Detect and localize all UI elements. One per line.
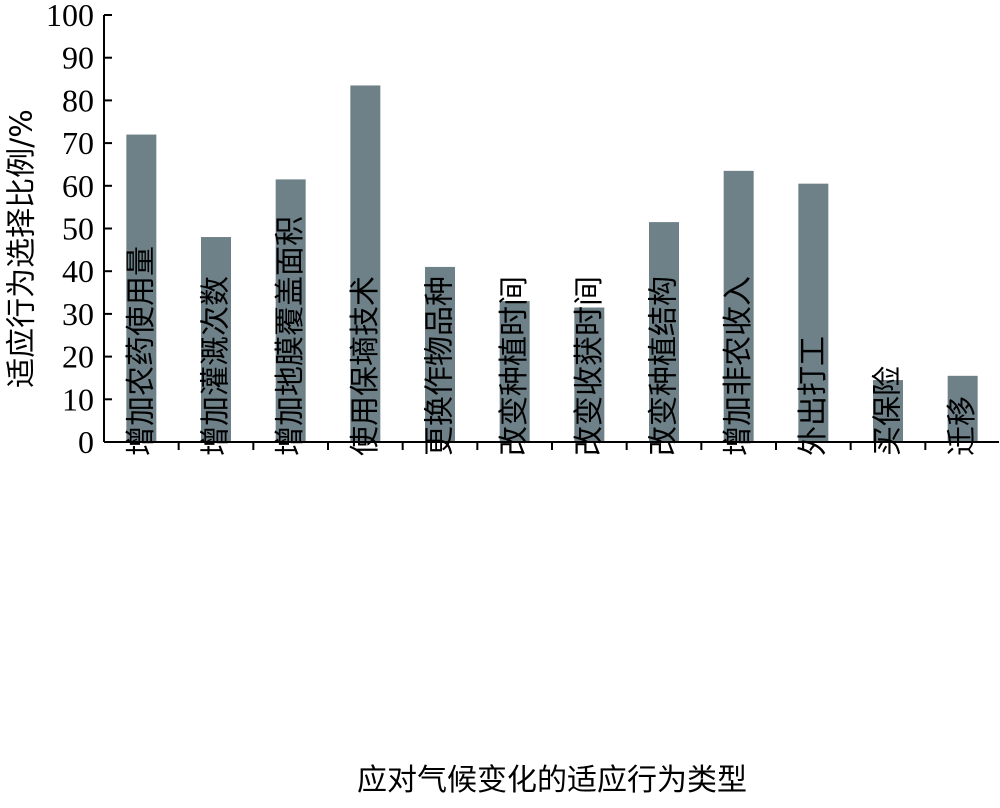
y-tick-label: 50 — [62, 211, 94, 247]
bar — [873, 380, 903, 442]
bar — [947, 375, 978, 442]
y-tick-label: 90 — [62, 40, 94, 76]
x-tick-label: 使用保墒技术 — [348, 276, 383, 456]
bar — [798, 183, 829, 443]
bar — [499, 301, 530, 442]
x-tick-label: 增加灌溉次数 — [199, 276, 234, 456]
x-tick-label: 增加地膜覆盖面积 — [273, 216, 308, 456]
y-tick-label: 0 — [78, 424, 94, 460]
y-tick-label: 80 — [62, 82, 94, 118]
bar — [649, 222, 679, 442]
y-axis-ticks: 0 10 20 30 40 50 60 70 80 90 100 — [46, 0, 112, 460]
y-tick-label: 30 — [62, 296, 94, 332]
x-tick-label: 增加非农收入 — [721, 276, 756, 456]
bar — [350, 85, 381, 442]
bar — [275, 179, 306, 442]
y-axis-title: 适应行为选择比例/% — [5, 109, 40, 388]
x-tick-label: 外出打工 — [796, 336, 831, 456]
x-tick-label: 更换作物品种 — [423, 276, 458, 456]
y-tick-label: 10 — [62, 381, 94, 417]
x-axis-ticks: 增加农药使用量 增加灌溉次数 增加地膜覆盖面积 使用保墒技术 更换作物品种 改变种植时间 改… — [124, 216, 980, 456]
bar — [723, 170, 754, 443]
bar — [126, 134, 157, 442]
x-tick-label: 改变收获时间 — [572, 276, 607, 456]
x-tick-label: 改变种植时间 — [497, 276, 532, 456]
y-tick-label: 60 — [62, 168, 94, 204]
bars — [126, 85, 978, 443]
y-tick-label: 40 — [62, 253, 94, 289]
x-axis-title: 应对气候变化的适应行为类型 — [357, 763, 747, 798]
bar — [574, 307, 605, 442]
y-tick-label: 100 — [46, 0, 94, 33]
y-tick-label: 70 — [62, 125, 94, 161]
bar — [425, 266, 455, 442]
x-tick-label: 改变种植结构 — [647, 276, 682, 456]
x-tick-label: 增加农药使用量 — [124, 246, 159, 456]
x-tick-label: 迁移 — [945, 396, 980, 456]
y-tick-label: 20 — [62, 339, 94, 375]
bar — [201, 237, 231, 442]
